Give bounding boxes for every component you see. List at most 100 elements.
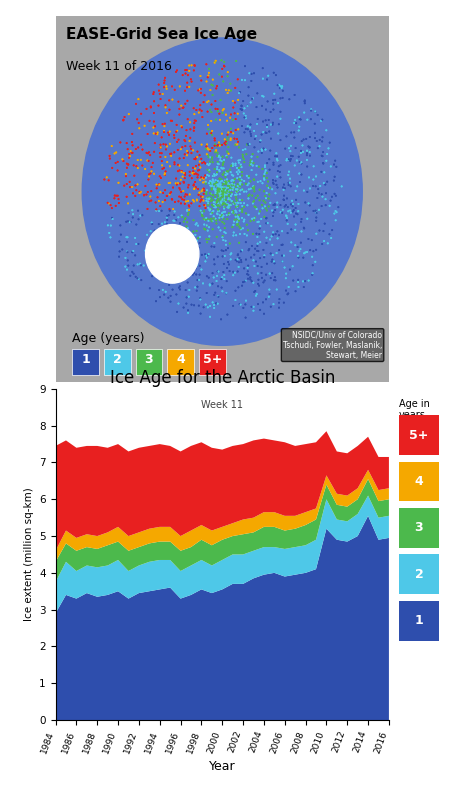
Point — [271, 257, 278, 270]
Point — [107, 219, 114, 232]
Point — [253, 202, 260, 215]
Point — [169, 242, 176, 255]
Point — [258, 198, 266, 211]
Point — [275, 244, 283, 257]
Point — [133, 160, 140, 173]
Point — [171, 83, 178, 96]
Point — [212, 54, 219, 67]
Point — [203, 138, 211, 151]
Point — [270, 66, 277, 79]
Point — [280, 178, 288, 191]
Point — [217, 180, 224, 193]
Point — [225, 190, 232, 202]
Point — [216, 182, 223, 195]
Point — [297, 236, 305, 249]
Point — [262, 126, 269, 139]
Point — [225, 147, 232, 160]
Point — [213, 80, 221, 93]
Point — [246, 159, 254, 172]
Point — [227, 84, 235, 97]
Point — [206, 192, 213, 205]
Point — [243, 218, 250, 231]
Point — [213, 168, 220, 181]
Point — [194, 232, 202, 245]
Point — [219, 182, 227, 195]
Point — [224, 131, 232, 144]
Point — [227, 248, 234, 261]
Point — [223, 150, 231, 163]
Point — [212, 54, 219, 67]
Point — [192, 181, 200, 194]
Point — [137, 259, 144, 272]
Point — [182, 212, 189, 225]
Point — [220, 200, 228, 213]
Point — [292, 202, 299, 214]
Point — [277, 92, 284, 105]
Point — [216, 183, 224, 196]
Point — [222, 287, 230, 300]
Point — [244, 199, 251, 212]
Point — [156, 205, 163, 218]
Point — [218, 194, 225, 207]
Point — [152, 127, 159, 140]
Point — [230, 101, 237, 114]
Point — [236, 204, 244, 217]
Point — [247, 96, 254, 109]
Point — [183, 291, 190, 304]
Point — [306, 150, 313, 162]
Point — [250, 182, 258, 195]
Point — [240, 107, 248, 120]
Point — [194, 84, 202, 97]
Point — [226, 199, 233, 212]
Point — [219, 188, 226, 201]
Point — [255, 215, 263, 228]
Point — [183, 76, 191, 89]
Point — [127, 145, 134, 158]
Point — [200, 182, 207, 195]
Point — [189, 194, 197, 206]
Point — [285, 154, 292, 166]
Point — [178, 209, 185, 222]
Point — [305, 233, 312, 246]
Point — [205, 170, 213, 182]
Point — [290, 204, 297, 217]
Point — [225, 174, 233, 187]
Point — [256, 222, 263, 235]
Point — [169, 245, 176, 258]
Point — [132, 179, 139, 192]
Point — [103, 171, 111, 184]
Point — [291, 89, 298, 102]
Point — [267, 300, 275, 313]
Point — [223, 166, 230, 178]
Point — [201, 157, 209, 170]
Point — [205, 69, 212, 82]
Point — [222, 198, 229, 210]
Point — [234, 196, 241, 209]
Point — [278, 225, 286, 238]
Point — [219, 184, 226, 197]
Point — [274, 154, 281, 167]
Point — [196, 155, 203, 168]
Point — [263, 157, 271, 170]
Point — [126, 175, 133, 188]
Point — [181, 166, 189, 179]
Point — [212, 55, 219, 68]
Point — [226, 202, 233, 214]
Point — [198, 193, 205, 206]
Point — [238, 256, 245, 269]
Point — [300, 251, 307, 264]
Point — [249, 148, 257, 161]
Point — [220, 55, 228, 68]
Point — [244, 265, 251, 278]
Point — [325, 142, 332, 154]
Point — [169, 283, 176, 296]
Point — [219, 168, 226, 181]
Point — [194, 280, 201, 293]
Point — [258, 144, 266, 157]
Point — [190, 166, 197, 179]
Point — [219, 188, 226, 201]
Point — [206, 62, 213, 75]
Point — [237, 245, 244, 258]
Point — [218, 181, 225, 194]
Point — [189, 166, 196, 179]
